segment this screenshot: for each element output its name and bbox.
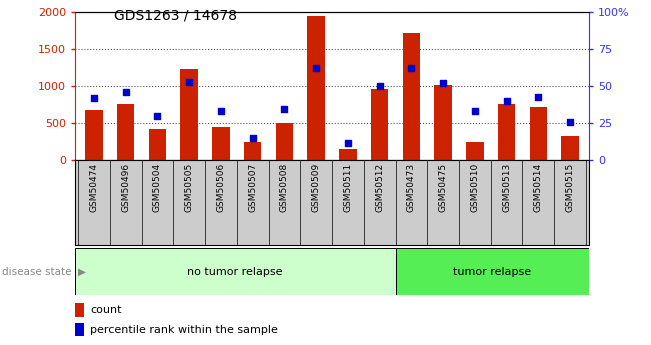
Bar — [180, 69, 198, 160]
Text: GSM50515: GSM50515 — [566, 163, 575, 212]
Point — [438, 80, 449, 86]
Bar — [244, 142, 261, 160]
Bar — [561, 136, 579, 160]
Text: GSM50473: GSM50473 — [407, 163, 416, 212]
Point — [279, 106, 290, 111]
Point — [406, 66, 417, 71]
Text: GSM50474: GSM50474 — [89, 163, 98, 212]
Text: GDS1263 / 14678: GDS1263 / 14678 — [114, 9, 237, 23]
Bar — [212, 127, 230, 160]
Text: count: count — [90, 305, 122, 315]
Bar — [307, 16, 325, 160]
Point — [565, 119, 575, 125]
Text: no tumor relapse: no tumor relapse — [187, 267, 283, 277]
Point — [501, 98, 512, 104]
Text: GSM50509: GSM50509 — [312, 163, 321, 212]
Bar — [75, 303, 84, 317]
Text: GSM50513: GSM50513 — [502, 163, 511, 212]
Bar — [403, 33, 420, 160]
Bar — [339, 149, 357, 160]
Bar — [148, 129, 166, 160]
Bar — [75, 324, 84, 336]
Bar — [498, 104, 516, 160]
Bar — [275, 122, 293, 160]
Point — [152, 113, 163, 119]
Bar — [85, 110, 103, 160]
Text: GSM50496: GSM50496 — [121, 163, 130, 212]
Bar — [396, 248, 589, 295]
Text: GSM50504: GSM50504 — [153, 163, 162, 212]
Bar — [371, 89, 389, 160]
Point — [215, 109, 226, 114]
Point — [469, 109, 480, 114]
Text: GSM50510: GSM50510 — [471, 163, 479, 212]
Bar — [466, 142, 484, 160]
Point — [374, 83, 385, 89]
Bar — [75, 248, 396, 295]
Text: GSM50505: GSM50505 — [185, 163, 193, 212]
Point — [120, 89, 131, 95]
Text: disease state  ▶: disease state ▶ — [2, 267, 86, 277]
Text: percentile rank within the sample: percentile rank within the sample — [90, 325, 278, 335]
Text: GSM50508: GSM50508 — [280, 163, 289, 212]
Text: GSM50475: GSM50475 — [439, 163, 448, 212]
Point — [247, 135, 258, 141]
Point — [89, 95, 99, 101]
Text: GSM50512: GSM50512 — [375, 163, 384, 212]
Text: GSM50507: GSM50507 — [248, 163, 257, 212]
Point — [311, 66, 322, 71]
Point — [533, 94, 544, 99]
Text: GSM50506: GSM50506 — [216, 163, 225, 212]
Bar — [530, 107, 547, 160]
Text: tumor relapse: tumor relapse — [453, 267, 531, 277]
Bar — [117, 104, 134, 160]
Point — [184, 79, 195, 85]
Text: GSM50514: GSM50514 — [534, 163, 543, 212]
Text: GSM50511: GSM50511 — [343, 163, 352, 212]
Point — [342, 140, 353, 145]
Bar — [434, 85, 452, 160]
